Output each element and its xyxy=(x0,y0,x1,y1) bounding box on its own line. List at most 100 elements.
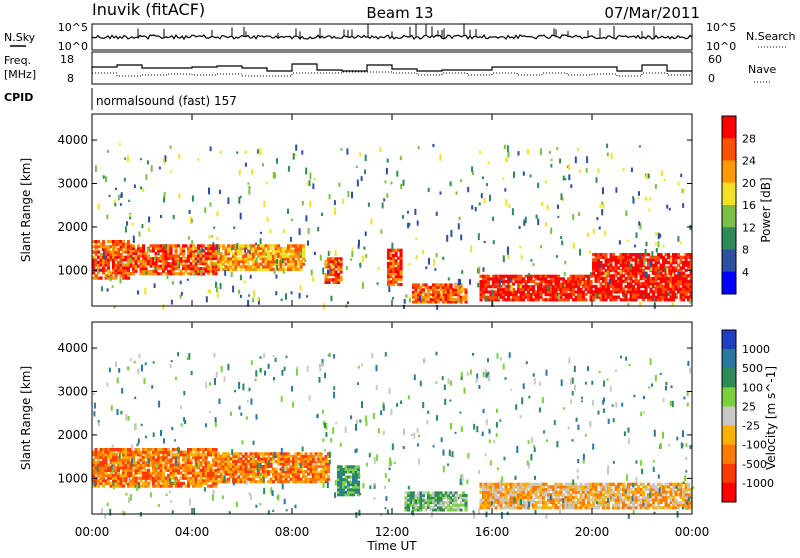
heatmap-cell xyxy=(213,227,215,229)
heatmap-cell xyxy=(191,219,193,223)
heatmap-cell xyxy=(114,203,116,207)
heatmap-cell xyxy=(192,247,194,251)
heatmap-cell xyxy=(607,271,609,275)
heatmap-cell xyxy=(554,420,556,425)
heatmap-cell xyxy=(654,302,656,306)
heatmap-cell xyxy=(557,205,559,209)
heatmap-cell xyxy=(379,147,381,152)
heatmap-cell xyxy=(596,177,598,183)
heatmap-cell xyxy=(385,180,387,183)
heatmap-cell xyxy=(672,301,674,305)
heatmap-cell xyxy=(125,493,127,496)
heatmap-cell xyxy=(369,485,371,489)
heatmap-cell xyxy=(113,487,115,489)
heatmap-cell xyxy=(407,211,409,214)
heatmap-cell xyxy=(416,255,418,260)
heatmap-cell xyxy=(306,295,308,297)
heatmap-cell xyxy=(356,166,358,168)
heatmap-cell xyxy=(676,294,678,297)
heatmap-cell xyxy=(423,358,425,363)
y-tick-label: 2000 xyxy=(57,220,88,234)
heatmap-cell xyxy=(183,391,185,395)
heatmap-cell xyxy=(248,294,250,296)
heatmap-cell xyxy=(666,268,668,275)
heatmap-cell xyxy=(607,378,609,380)
heatmap-cell xyxy=(407,223,409,228)
heatmap-cell xyxy=(333,386,335,390)
heatmap-cell xyxy=(329,194,331,199)
heatmap-cell xyxy=(94,256,96,259)
heatmap-cell xyxy=(299,251,301,256)
heatmap-cell xyxy=(239,406,241,410)
heatmap-cell xyxy=(366,463,368,467)
heatmap-cell xyxy=(131,458,133,465)
heatmap-cell xyxy=(276,158,278,164)
heatmap-cell xyxy=(120,194,122,198)
heatmap-cell xyxy=(521,255,523,260)
heatmap-cell xyxy=(653,460,655,462)
heatmap-cell xyxy=(252,298,254,302)
heatmap-cell xyxy=(615,402,617,407)
heatmap-cell xyxy=(178,193,180,198)
heatmap-cell xyxy=(442,257,444,260)
heatmap-cell xyxy=(347,191,349,197)
heatmap-cell xyxy=(605,272,607,276)
nave-tick-top: 60 xyxy=(708,53,722,66)
heatmap-cell xyxy=(134,185,136,189)
heatmap-cell xyxy=(132,223,134,226)
heatmap-cell xyxy=(227,452,230,455)
heatmap-cell xyxy=(448,278,450,281)
heatmap-cell xyxy=(669,208,671,211)
heatmap-cell xyxy=(505,159,507,162)
heatmap-cell xyxy=(320,255,322,261)
heatmap-cell xyxy=(627,240,629,242)
heatmap-cell xyxy=(204,487,206,491)
heatmap-cell xyxy=(358,244,360,249)
heatmap-cell xyxy=(643,411,645,413)
heatmap-cell xyxy=(245,151,247,154)
heatmap-cell xyxy=(543,430,545,433)
heatmap-cell xyxy=(446,235,448,242)
heatmap-cell xyxy=(128,416,130,421)
heatmap-cell xyxy=(335,250,337,256)
heatmap-cell xyxy=(668,291,670,296)
heatmap-cell xyxy=(534,476,536,480)
heatmap-cell xyxy=(282,468,284,472)
heatmap-cell xyxy=(204,207,206,213)
heatmap-cell xyxy=(171,300,173,305)
heatmap-cell xyxy=(682,203,684,208)
heatmap-cell xyxy=(593,229,595,234)
heatmap-cell xyxy=(503,255,505,262)
heatmap-cell xyxy=(120,203,122,206)
heatmap-cell xyxy=(649,208,651,211)
heatmap-cell xyxy=(471,205,473,209)
heatmap-cell xyxy=(169,478,171,485)
heatmap-cell xyxy=(370,219,372,225)
heatmap-cell xyxy=(394,462,396,464)
heatmap-cell xyxy=(481,193,483,198)
heatmap-cell xyxy=(653,467,655,472)
heatmap-cell xyxy=(309,173,311,180)
heatmap-cell xyxy=(525,217,527,224)
heatmap-cell xyxy=(214,264,216,266)
heatmap-cell xyxy=(643,259,645,266)
heatmap-cell xyxy=(507,255,509,259)
heatmap-cell xyxy=(332,427,334,434)
heatmap-cell xyxy=(127,478,129,483)
heatmap-cell xyxy=(240,295,242,298)
heatmap-cell xyxy=(527,149,529,155)
heatmap-cell xyxy=(139,354,141,359)
heatmap-cell xyxy=(247,400,249,403)
heatmap-cell xyxy=(118,195,120,201)
heatmap-cell xyxy=(485,453,487,456)
heatmap-cell xyxy=(643,503,645,506)
heatmap-cell xyxy=(98,204,100,210)
heatmap-cell xyxy=(660,443,662,449)
heatmap-cell xyxy=(440,191,442,194)
heatmap-cell xyxy=(578,212,580,216)
heatmap-cell xyxy=(358,510,360,516)
heatmap-cell xyxy=(281,448,283,455)
heatmap-cell xyxy=(286,356,288,358)
heatmap-cell xyxy=(665,386,667,390)
heatmap-cell xyxy=(547,285,549,291)
